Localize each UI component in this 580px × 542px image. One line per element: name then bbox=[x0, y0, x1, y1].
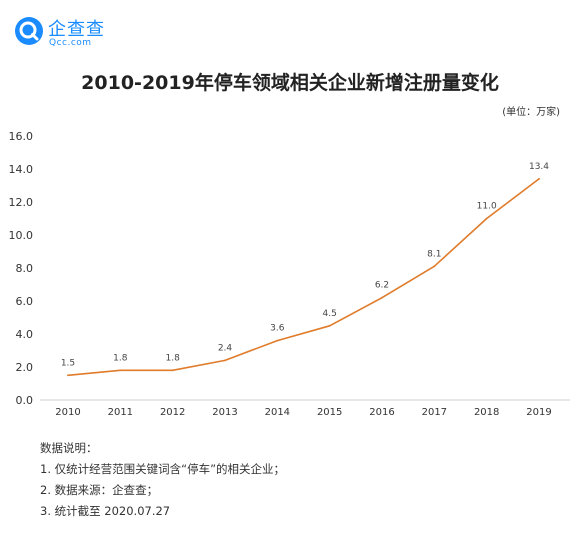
data-point bbox=[224, 359, 226, 362]
data-point bbox=[276, 339, 279, 342]
x-tick-label: 2013 bbox=[212, 407, 237, 418]
x-tick-label: 2019 bbox=[526, 407, 551, 418]
data-point bbox=[485, 217, 488, 220]
y-tick-label: 2.0 bbox=[16, 361, 34, 374]
x-tick-label: 2010 bbox=[55, 407, 80, 418]
x-tick-label: 2012 bbox=[160, 407, 185, 418]
brand-logo: 企查查 Qcc.com bbox=[14, 14, 134, 50]
data-point bbox=[538, 178, 540, 180]
data-label: 1.8 bbox=[166, 353, 181, 363]
x-tick-label: 2014 bbox=[265, 407, 290, 418]
data-label: 11.0 bbox=[477, 202, 497, 212]
chart-title: 2010-2019年停车领域相关企业新增注册量变化 bbox=[81, 72, 499, 94]
y-tick-label: 0.0 bbox=[16, 394, 34, 407]
note-item-1: 1. 仅统计经营范围关键词含“停车”的相关企业； bbox=[40, 462, 286, 476]
data-point bbox=[171, 369, 174, 372]
series-line bbox=[67, 178, 540, 377]
unit-label: (单位：万家) bbox=[502, 107, 560, 118]
data-point bbox=[119, 369, 122, 372]
y-tick-label: 14.0 bbox=[9, 163, 34, 176]
note-item-2: 2. 数据来源：企查查； bbox=[40, 483, 159, 497]
y-tick-label: 6.0 bbox=[16, 295, 34, 308]
notes-heading: 数据说明： bbox=[40, 441, 98, 455]
data-point bbox=[381, 296, 383, 299]
y-tick-label: 12.0 bbox=[9, 196, 34, 209]
data-label: 2.4 bbox=[218, 343, 233, 353]
y-tick-label: 4.0 bbox=[16, 328, 34, 341]
x-tick-label: 2018 bbox=[474, 407, 499, 418]
x-tick-label: 2011 bbox=[108, 407, 133, 418]
data-label: 6.2 bbox=[375, 281, 389, 291]
data-label: 1.5 bbox=[61, 358, 75, 368]
data-point bbox=[433, 265, 436, 268]
y-tick-label: 10.0 bbox=[9, 229, 34, 242]
data-label: 13.4 bbox=[529, 162, 549, 172]
y-tick-label: 8.0 bbox=[16, 262, 34, 275]
y-tick-label: 16.0 bbox=[9, 130, 34, 143]
data-notes: 数据说明： 1. 仅统计经营范围关键词含“停车”的相关企业； 2. 数据来源：企… bbox=[40, 438, 285, 522]
qcc-logo-icon bbox=[15, 17, 43, 45]
note-item-3: 3. 统计截至 2020.07.27 bbox=[40, 504, 171, 518]
data-label: 8.1 bbox=[427, 249, 441, 259]
data-label: 4.5 bbox=[323, 309, 337, 319]
x-tick-label: 2016 bbox=[369, 407, 394, 418]
data-point bbox=[328, 324, 331, 327]
data-label: 1.8 bbox=[113, 353, 128, 363]
brand-name: 企查查 bbox=[48, 19, 105, 40]
x-tick-label: 2017 bbox=[422, 407, 447, 418]
brand-domain: Qcc.com bbox=[49, 38, 92, 48]
data-label: 3.6 bbox=[270, 324, 285, 334]
data-point bbox=[67, 374, 69, 377]
x-tick-label: 2015 bbox=[317, 407, 342, 418]
line-chart: 0.0 2.0 4.0 6.0 8.0 10.0 12.0 14.0 16.0 2010 2011 2… bbox=[9, 130, 570, 418]
